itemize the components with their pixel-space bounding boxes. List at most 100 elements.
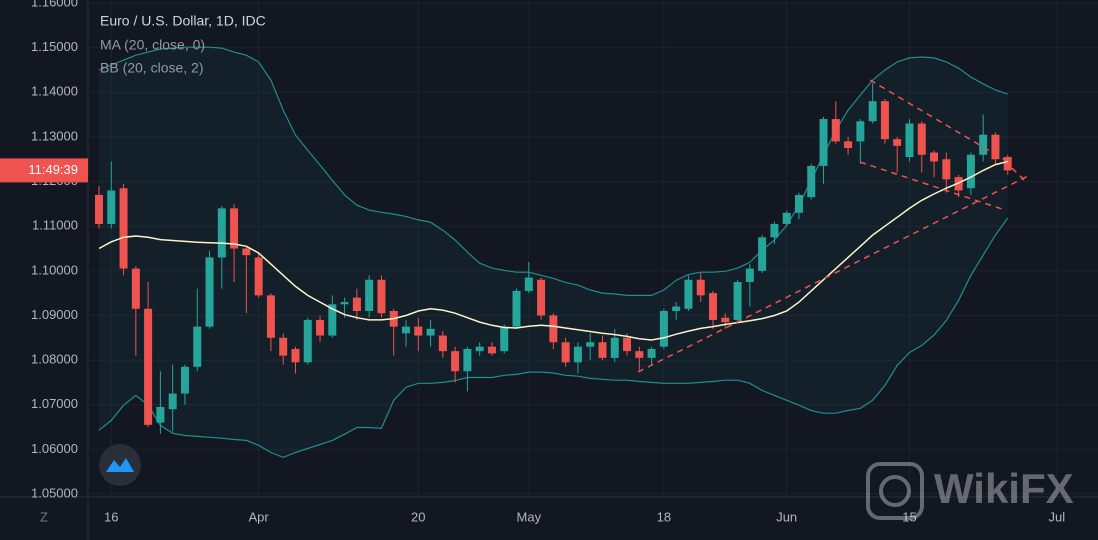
candle-body xyxy=(561,342,570,363)
timezone-button[interactable]: Z xyxy=(32,507,56,529)
candle-body xyxy=(95,194,103,224)
trend-line xyxy=(1011,167,1027,183)
y-tick-label: 1.14000 xyxy=(31,84,78,99)
candle-body xyxy=(303,319,312,363)
trend-line xyxy=(859,161,1006,211)
candle-body xyxy=(794,194,803,213)
candle-body xyxy=(340,302,349,305)
candle-body xyxy=(316,319,325,336)
candle-body xyxy=(917,123,926,155)
candle-body xyxy=(856,121,865,142)
trend-lines xyxy=(637,79,1031,373)
candle-body xyxy=(684,279,693,309)
bb-lower xyxy=(98,217,1009,459)
candle-body xyxy=(193,326,202,367)
logo-icon xyxy=(106,458,134,472)
y-tick-label: 1.09000 xyxy=(31,307,78,322)
x-tick-label: 20 xyxy=(411,509,425,524)
x-tick-label: 16 xyxy=(104,509,118,524)
y-tick-label: 1.06000 xyxy=(31,441,78,456)
candle-body xyxy=(266,295,275,338)
candle-body xyxy=(402,326,410,334)
ma-line xyxy=(98,160,1008,341)
candle-body xyxy=(623,337,632,352)
candle-body xyxy=(598,342,607,358)
button-bg[interactable] xyxy=(32,507,56,529)
candle-body xyxy=(254,257,263,296)
trend-line xyxy=(637,174,1031,373)
candle-body xyxy=(144,308,153,425)
candle-body xyxy=(242,248,251,256)
candle-body xyxy=(156,406,165,423)
watermark-icon xyxy=(866,462,924,520)
price-label-box xyxy=(0,158,88,183)
candle-body xyxy=(426,328,435,336)
candle-body xyxy=(217,208,226,258)
x-tick-label: Apr xyxy=(249,509,270,524)
candle-body xyxy=(365,279,374,311)
candle-body xyxy=(721,317,730,323)
candle-body xyxy=(647,348,656,358)
y-tick-label: 1.16000 xyxy=(31,0,78,9)
legend-entry: BB (20, close, 2) xyxy=(100,60,204,76)
price-label: 11:49:39 xyxy=(0,158,88,183)
y-tick-label: 1.07000 xyxy=(31,396,78,411)
candle-body xyxy=(475,346,484,352)
candle-body xyxy=(463,348,472,372)
candle-body xyxy=(131,268,140,309)
axes: 1.160001.150001.140001.130001.120001.110… xyxy=(31,0,1065,524)
candle-body xyxy=(107,190,116,224)
candle-body xyxy=(291,348,300,363)
candle-body xyxy=(414,326,423,336)
grid xyxy=(88,0,1098,497)
candle-body xyxy=(524,277,533,291)
timezone-button-label[interactable]: Z xyxy=(40,509,48,524)
candle-body xyxy=(168,393,177,410)
candle-body xyxy=(549,315,558,343)
candle-body xyxy=(942,159,951,180)
watermark-text: WikiFX xyxy=(934,465,1074,512)
candle-body xyxy=(905,123,914,157)
y-tick-label: 1.08000 xyxy=(31,352,78,367)
candle-body xyxy=(758,237,767,271)
candle-body xyxy=(586,342,595,347)
candle-body xyxy=(733,281,742,320)
x-tick-label: Jul xyxy=(1049,509,1066,524)
candle-body xyxy=(205,257,214,327)
candle-body xyxy=(893,139,902,146)
candle-body xyxy=(782,212,791,224)
candle-body xyxy=(770,223,779,238)
candle-body xyxy=(991,134,1000,160)
candle-body xyxy=(119,188,128,269)
legend-title: Euro / U.S. Dollar, 1D, IDC xyxy=(100,13,266,29)
candle-body xyxy=(966,154,975,189)
candle-body xyxy=(512,290,521,327)
y-tick-label: 1.13000 xyxy=(31,128,78,143)
candle-body xyxy=(537,279,546,316)
bands xyxy=(98,46,1009,459)
y-tick-label: 1.11000 xyxy=(32,218,78,233)
candle-body xyxy=(831,119,840,142)
logo-button[interactable] xyxy=(99,444,141,486)
watermark: WikiFX xyxy=(866,462,1074,520)
candle-body xyxy=(844,141,853,149)
logo-bg[interactable] xyxy=(99,444,141,486)
candle-body xyxy=(745,268,754,282)
trend-line xyxy=(869,79,1006,161)
x-tick-label: 15 xyxy=(902,509,916,524)
candle-body xyxy=(659,310,668,347)
candle-body xyxy=(979,134,988,155)
watermark-icon xyxy=(879,475,911,507)
legend-entry: MA (20, close, 0) xyxy=(100,37,205,53)
candle-body xyxy=(709,293,717,320)
y-tick-label: 1.05000 xyxy=(31,485,78,500)
candle-body xyxy=(451,351,460,372)
candle-body xyxy=(672,306,681,311)
candle-body xyxy=(880,101,889,140)
candle-body xyxy=(696,279,705,296)
candle-body xyxy=(635,351,644,358)
bb-upper xyxy=(98,46,1008,296)
candle-body xyxy=(230,208,239,249)
